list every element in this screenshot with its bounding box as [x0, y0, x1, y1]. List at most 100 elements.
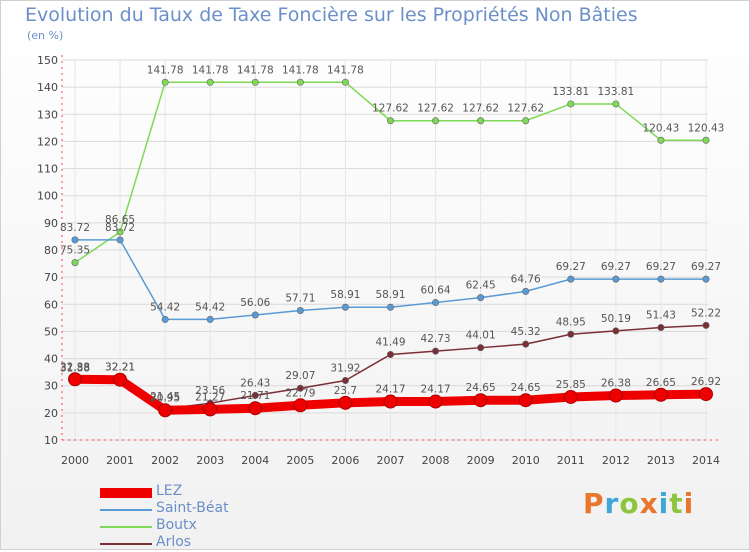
- data-label-boutx: 120.43: [688, 122, 725, 134]
- data-point-lez: [383, 394, 398, 409]
- data-label-arlos: 26.43: [240, 377, 270, 389]
- data-label-lez: 24.17: [421, 384, 451, 396]
- data-label-boutx: 141.78: [327, 64, 364, 76]
- logo-letter: t: [669, 487, 684, 520]
- data-label-arlos: 31.88: [60, 363, 90, 375]
- data-point-lez: [338, 395, 353, 410]
- data-label-lez: 25.85: [556, 379, 586, 391]
- x-tick-label: 2013: [647, 454, 675, 467]
- data-point-lez: [68, 372, 82, 387]
- data-point-saint-beat: [612, 275, 620, 283]
- x-tick-label: 2002: [151, 454, 179, 467]
- x-tick-label: 2004: [241, 454, 269, 467]
- data-point-arlos: [657, 324, 665, 332]
- y-axis-unit: (en %): [27, 29, 64, 42]
- data-label-saint-beat: 57.71: [285, 293, 315, 305]
- data-point-lez: [113, 372, 128, 387]
- y-tick-label: 130: [37, 108, 58, 121]
- data-point-boutx: [522, 117, 530, 125]
- legend-label-boutx: Boutx: [156, 517, 197, 533]
- data-label-saint-beat: 58.91: [375, 289, 405, 301]
- proxiti-logo: Proxiti: [583, 487, 694, 520]
- logo-letter: x: [639, 487, 659, 520]
- data-label-lez: 21.71: [240, 390, 270, 402]
- data-point-lez: [473, 393, 488, 408]
- data-label-boutx: 127.62: [462, 103, 499, 115]
- data-label-saint-beat: 83.72: [105, 222, 135, 234]
- data-point-lez: [563, 389, 578, 404]
- data-point-saint-beat: [296, 307, 304, 315]
- data-point-boutx: [567, 100, 575, 108]
- data-label-arlos: 42.73: [421, 333, 451, 345]
- y-tick-label: 150: [37, 54, 58, 67]
- data-point-boutx: [386, 117, 394, 125]
- data-label-saint-beat: 69.27: [691, 261, 721, 273]
- data-label-lez: 22.79: [285, 387, 315, 399]
- x-tick-label: 2003: [196, 454, 224, 467]
- data-label-boutx: 141.78: [192, 64, 229, 76]
- data-label-boutx: 86.65: [105, 214, 135, 226]
- data-point-arlos: [702, 321, 710, 329]
- x-tick-label: 2000: [61, 454, 89, 467]
- data-point-saint-beat: [251, 311, 259, 319]
- data-point-lez: [158, 403, 173, 418]
- data-label-arlos: 21.45: [150, 391, 180, 403]
- logo-letter: r: [604, 487, 620, 520]
- x-tick-label: 2009: [467, 454, 495, 467]
- data-label-saint-beat: 62.45: [466, 280, 496, 292]
- data-point-saint-beat: [702, 275, 710, 283]
- data-point-saint-beat: [71, 236, 79, 244]
- y-tick-label: 70: [44, 271, 58, 284]
- data-label-boutx: 75.35: [60, 245, 90, 257]
- data-label-boutx: 120.43: [643, 122, 680, 134]
- data-point-arlos: [612, 327, 620, 335]
- data-label-lez: 24.65: [466, 382, 496, 394]
- data-label-saint-beat: 56.06: [240, 297, 270, 309]
- data-label-lez: 21.27: [195, 391, 225, 403]
- data-point-boutx: [71, 259, 79, 267]
- data-label-saint-beat: 83.72: [60, 222, 90, 234]
- data-label-lez: 32.38: [60, 361, 90, 373]
- data-label-boutx: 127.62: [507, 103, 544, 115]
- y-tick-label: 60: [44, 298, 58, 311]
- data-point-lez: [248, 401, 263, 416]
- data-label-arlos: 48.95: [556, 316, 586, 328]
- data-point-arlos: [432, 347, 440, 355]
- data-point-lez: [203, 402, 218, 417]
- data-label-arlos: 52.22: [691, 307, 721, 319]
- data-point-saint-beat: [567, 275, 575, 283]
- data-label-saint-beat: 54.42: [150, 301, 180, 313]
- x-tick-label: 2011: [557, 454, 585, 467]
- data-point-boutx: [432, 117, 440, 125]
- x-tick-label: 2006: [331, 454, 359, 467]
- data-point-arlos: [567, 330, 575, 338]
- data-label-boutx: 127.62: [417, 103, 454, 115]
- data-label-saint-beat: 54.42: [195, 301, 225, 313]
- x-tick-label: 2005: [286, 454, 314, 467]
- y-tick-label: 10: [44, 434, 58, 447]
- legend-label-saint-beat: Saint-Béat: [156, 500, 229, 516]
- data-point-lez: [608, 388, 623, 403]
- data-label-lez: 26.92: [691, 376, 721, 388]
- x-tick-label: 2008: [422, 454, 450, 467]
- data-label-lez: 26.38: [601, 378, 631, 390]
- data-label-boutx: 133.81: [597, 86, 634, 98]
- data-point-boutx: [702, 136, 710, 144]
- y-tick-label: 100: [37, 190, 58, 203]
- data-label-arlos: 23.56: [195, 385, 225, 397]
- data-point-lez: [653, 387, 668, 402]
- data-label-arlos: 50.19: [601, 313, 631, 325]
- data-label-saint-beat: 58.91: [330, 289, 360, 301]
- logo-letter: i: [683, 487, 695, 520]
- data-point-boutx: [657, 136, 665, 144]
- data-label-arlos: 31.92: [330, 363, 360, 375]
- x-tick-label: 2012: [602, 454, 630, 467]
- data-point-lez: [428, 394, 443, 409]
- data-label-lez: 26.65: [646, 377, 676, 389]
- data-point-boutx: [341, 78, 349, 86]
- data-point-boutx: [206, 78, 214, 86]
- data-point-boutx: [116, 228, 124, 236]
- y-tick-label: 120: [37, 135, 58, 148]
- data-point-saint-beat: [386, 303, 394, 311]
